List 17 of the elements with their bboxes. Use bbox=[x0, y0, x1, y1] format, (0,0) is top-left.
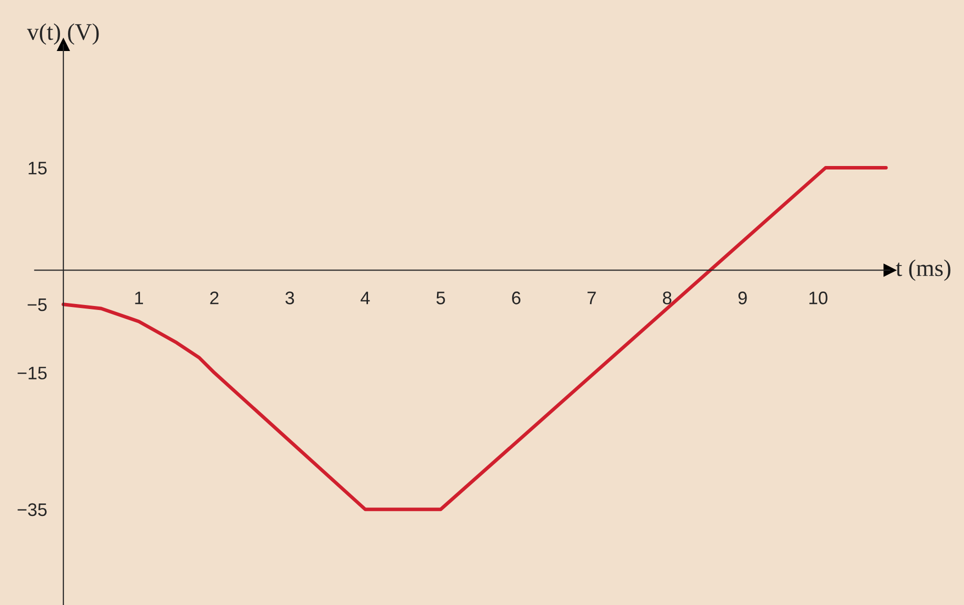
x-axis-title: t (ms) bbox=[896, 260, 950, 281]
line-series bbox=[62, 166, 888, 512]
y-tick-label: 15 bbox=[28, 162, 47, 174]
y-axis-title: v(t) (V) bbox=[27, 23, 99, 45]
x-tick-label: 7 bbox=[588, 292, 596, 304]
y-tick-label: −35 bbox=[18, 503, 47, 516]
x-tick-label: 10 bbox=[809, 292, 828, 304]
x-tick-label: 6 bbox=[512, 292, 520, 304]
x-tick-label: 2 bbox=[210, 292, 218, 304]
x-tick-label: 3 bbox=[285, 292, 294, 304]
x-tick-label: 4 bbox=[360, 292, 370, 304]
y-tick-label: −15 bbox=[18, 366, 47, 380]
x-tick-label: 5 bbox=[436, 292, 445, 304]
x-tick-label: 9 bbox=[738, 292, 747, 304]
x-tick-label: 8 bbox=[662, 292, 672, 304]
x-tick-label: 1 bbox=[135, 292, 143, 304]
y-tick-label: −5 bbox=[28, 298, 47, 312]
